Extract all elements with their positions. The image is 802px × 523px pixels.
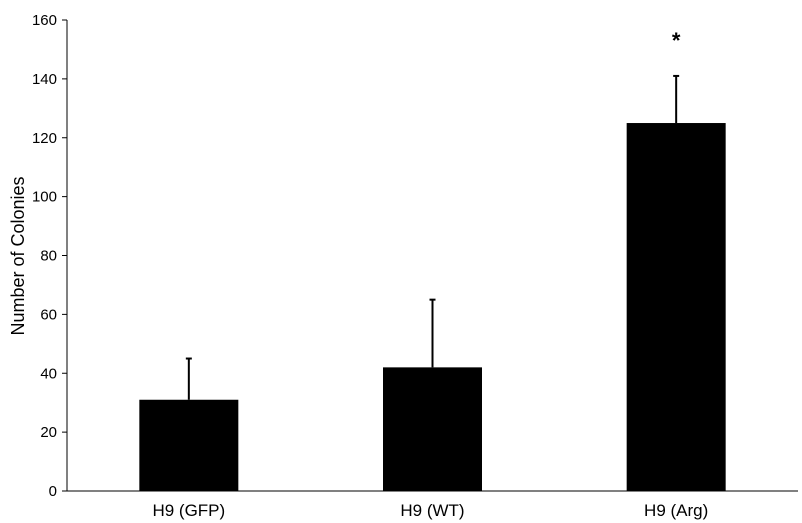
y-tick-label: 120	[32, 130, 57, 147]
bars-group: *	[139, 28, 726, 491]
y-tick-label: 160	[32, 12, 57, 29]
significance-marker: *	[672, 28, 681, 53]
y-tick-label: 140	[32, 71, 57, 88]
y-axis-title: Number of Colonies	[8, 176, 28, 335]
y-tick-label: 0	[49, 483, 57, 500]
y-tick-label: 80	[40, 248, 57, 265]
y-tick-label: 40	[40, 365, 57, 382]
x-tick-label: H9 (GFP)	[152, 501, 225, 520]
y-tick-label: 100	[32, 189, 57, 206]
bar	[139, 399, 239, 491]
x-tick-label: H9 (WT)	[400, 501, 464, 520]
y-tick-label: 60	[40, 306, 57, 323]
x-axis-tick-labels: H9 (GFP) H9 (WT) H9 (Arg)	[152, 501, 708, 520]
y-tick-label: 20	[40, 424, 57, 441]
bar	[383, 367, 482, 491]
bar	[626, 123, 726, 491]
x-tick-label: H9 (Arg)	[644, 501, 708, 520]
y-axis-ticks: 0 20 40 60 80 100 120 140 160	[32, 12, 67, 500]
